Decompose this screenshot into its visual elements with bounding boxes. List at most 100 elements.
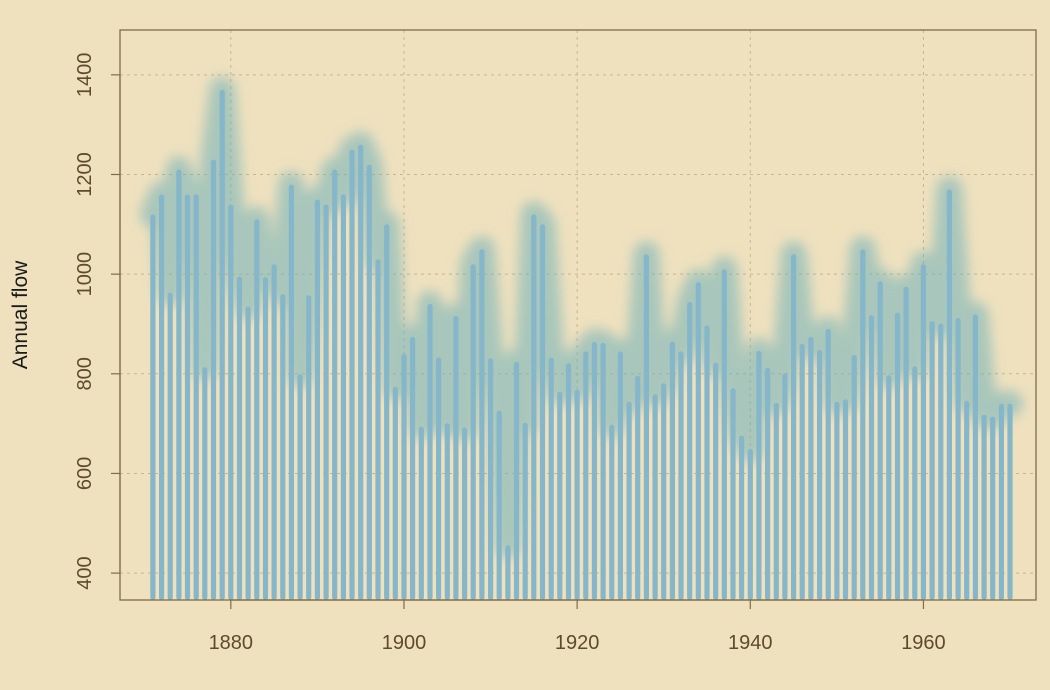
bar bbox=[228, 204, 234, 600]
bar bbox=[462, 427, 468, 600]
bar bbox=[470, 264, 476, 600]
bar bbox=[202, 367, 208, 600]
bar bbox=[193, 194, 199, 600]
bar bbox=[436, 357, 442, 600]
bar bbox=[808, 336, 814, 600]
bar bbox=[349, 149, 355, 600]
bar bbox=[747, 449, 753, 600]
bar bbox=[358, 144, 364, 600]
bar bbox=[262, 277, 269, 600]
bar bbox=[297, 374, 303, 600]
bar bbox=[877, 281, 883, 600]
y-tick-label: 600 bbox=[74, 457, 96, 490]
bar bbox=[427, 304, 433, 600]
y-tick-label: 800 bbox=[74, 357, 96, 390]
bar bbox=[496, 410, 502, 600]
bar bbox=[306, 295, 312, 600]
bar bbox=[739, 435, 745, 600]
bar bbox=[488, 358, 494, 600]
bar bbox=[912, 366, 918, 600]
bar bbox=[626, 401, 632, 600]
x-tick-label: 1960 bbox=[901, 632, 946, 654]
bar bbox=[938, 323, 944, 600]
bar bbox=[695, 282, 701, 600]
bar bbox=[340, 194, 346, 600]
bar bbox=[583, 351, 589, 600]
bar bbox=[765, 367, 771, 600]
bar bbox=[920, 264, 926, 600]
bar bbox=[167, 292, 173, 600]
bar bbox=[565, 363, 572, 600]
bar bbox=[288, 184, 294, 600]
bar bbox=[479, 249, 485, 600]
bar bbox=[868, 315, 875, 600]
bar bbox=[539, 224, 546, 600]
bar bbox=[886, 375, 892, 600]
bar bbox=[366, 164, 372, 600]
x-tick-label: 1940 bbox=[728, 632, 773, 654]
x-tick-label: 1920 bbox=[555, 632, 600, 654]
bar bbox=[522, 422, 528, 600]
x-axis: 1880 1900 1920 1940 1960 bbox=[209, 599, 946, 654]
bar bbox=[254, 219, 260, 600]
bar bbox=[643, 254, 649, 600]
bar bbox=[410, 336, 416, 600]
bar bbox=[184, 194, 191, 600]
bar bbox=[176, 169, 182, 600]
bar bbox=[418, 426, 424, 600]
bar bbox=[271, 264, 277, 600]
bar bbox=[981, 414, 987, 600]
bar bbox=[929, 321, 935, 600]
bar bbox=[1007, 403, 1013, 600]
bar bbox=[669, 341, 675, 600]
x-tick-label: 1900 bbox=[382, 632, 427, 654]
bar bbox=[713, 362, 719, 600]
bar bbox=[825, 329, 831, 600]
bar bbox=[219, 89, 225, 600]
y-tick-label: 1400 bbox=[74, 53, 96, 98]
bar bbox=[150, 214, 156, 600]
bar bbox=[574, 389, 580, 600]
bar bbox=[375, 259, 381, 600]
bar bbox=[799, 343, 805, 600]
bar bbox=[505, 545, 511, 600]
series-glow bbox=[139, 76, 1023, 559]
bar bbox=[972, 314, 978, 600]
bar bbox=[678, 351, 684, 600]
glow-layer bbox=[139, 76, 1023, 559]
bar bbox=[860, 249, 866, 600]
bar bbox=[600, 342, 606, 600]
bar bbox=[401, 353, 407, 600]
bar bbox=[159, 194, 165, 600]
bar bbox=[903, 286, 909, 600]
bar bbox=[210, 159, 217, 600]
bar bbox=[392, 386, 398, 600]
bar bbox=[236, 276, 243, 600]
bar bbox=[280, 294, 286, 600]
y-axis: 400 600 800 1000 1200 1400 bbox=[74, 53, 121, 590]
bars bbox=[150, 89, 1013, 600]
bar bbox=[842, 399, 849, 600]
bar bbox=[652, 394, 658, 600]
bar bbox=[531, 214, 537, 600]
bar bbox=[453, 316, 459, 600]
bar bbox=[332, 169, 338, 600]
bar bbox=[817, 349, 823, 600]
bar bbox=[946, 189, 952, 600]
bar bbox=[548, 357, 554, 600]
bar bbox=[955, 318, 961, 600]
bar bbox=[245, 306, 251, 600]
bar bbox=[998, 403, 1004, 600]
bar bbox=[721, 269, 727, 600]
bar bbox=[894, 312, 901, 600]
bar bbox=[782, 373, 788, 600]
x-tick-label: 1880 bbox=[209, 632, 254, 654]
bar bbox=[773, 402, 779, 600]
y-tick-label: 1200 bbox=[74, 152, 96, 197]
bar bbox=[635, 375, 641, 600]
y-tick-label: 1000 bbox=[74, 252, 96, 297]
y-axis-title: Annual flow bbox=[9, 260, 32, 369]
bar bbox=[990, 416, 996, 600]
bar bbox=[323, 204, 329, 600]
bar bbox=[513, 361, 520, 600]
